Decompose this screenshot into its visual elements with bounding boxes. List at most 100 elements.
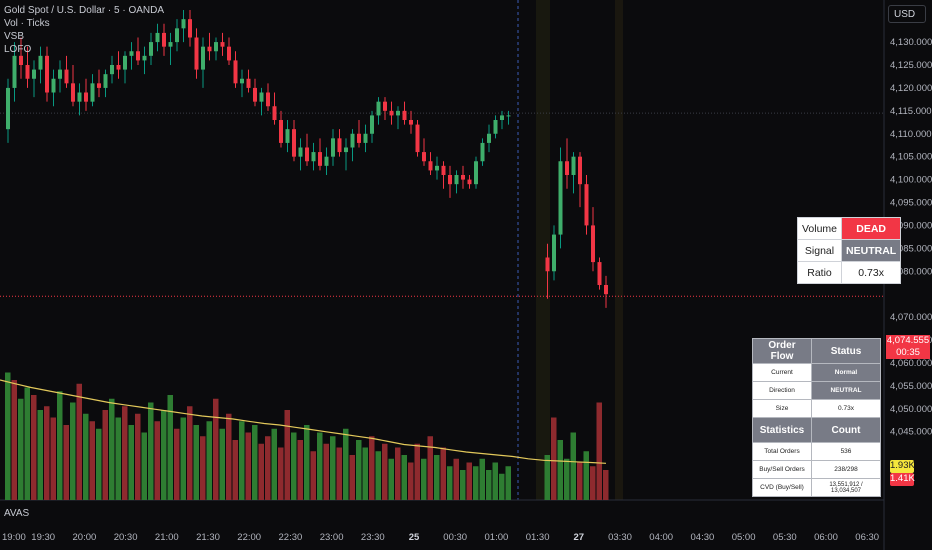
volume-bar [187,406,193,500]
row-label: Total Orders [752,442,812,461]
statistics-row: Buy/Sell Orders 238/298 [752,460,881,479]
volume-bar [414,443,420,500]
order-flow-row: Size 0.73x [752,399,881,418]
candle [448,165,452,198]
volume-bar [200,436,206,500]
price-tick-label: 4,130.000 [890,37,932,48]
candle [370,110,374,143]
volume-bar [18,398,24,500]
volume-bar [440,447,446,500]
candle [402,101,407,125]
candle [454,170,459,194]
candle [422,138,426,166]
volume-bar [226,413,232,500]
symbol-title[interactable]: Gold Spot / U.S. Dollar · 5 · OANDA [4,5,165,16]
current-price-tag: 4,074.555 00:35 [886,335,930,359]
candle [19,37,23,79]
candle [292,120,296,162]
volume-bar [590,466,596,500]
price-tick-label: 4,085.000 [890,243,932,254]
volume-pane-label[interactable]: AVAS [4,508,30,519]
candle [493,115,498,139]
volume-bar [603,470,609,500]
row-value: 13,551,912 / 13,034,507 [811,478,881,497]
volume-bar [460,470,466,500]
row-value: 238/298 [811,460,881,479]
candle [565,138,569,189]
volume-bar [76,383,82,500]
candle [64,55,69,88]
volume-bar [479,458,485,500]
indicator-vol-ticks[interactable]: Vol · Ticks [4,18,50,29]
price-tick-label: 4,045.000 [890,427,932,438]
order-flow-header-cell: Order Flow [752,338,812,364]
time-tick-label: 05:30 [773,532,797,543]
time-tick-label: 06:30 [855,532,879,543]
candle [97,69,101,98]
row-value: NEUTRAL [811,381,881,400]
time-tick-label: 04:00 [649,532,673,543]
candle [84,78,88,111]
candle [506,110,511,125]
candle [558,147,563,249]
volume-bar [323,443,329,500]
currency-button[interactable]: USD [888,5,926,23]
time-axis[interactable]: 19:00 19:30 20:00 20:30 21:00 21:30 22:00 22:30… [2,532,879,543]
volume-bar [265,436,271,500]
candle [389,101,394,125]
candle [240,69,244,98]
price-axis[interactable]: 4,130.000 4,125.000 4,120.000 4,115.000 4,11… [890,37,932,438]
time-tick-label: 20:30 [114,532,138,543]
volume-bar [258,443,264,500]
candle [357,120,361,148]
row-label: CVD (Buy/Sell) [752,478,812,497]
volume-moving-average [0,379,607,464]
indicator-vsb[interactable]: VSB [4,31,25,42]
time-tick-label: 19:00 [2,532,26,543]
session-highlights [536,0,623,500]
order-flow-header: Order Flow Status [752,338,881,364]
price-tick-label: 4,080.000 [890,266,932,277]
time-tick-label: 06:00 [814,532,838,543]
price-tick-label: 4,090.000 [890,220,932,231]
volume-bar [11,380,17,500]
volume-bar [180,417,186,500]
time-tick-label: 04:30 [691,532,715,543]
candle [32,60,36,98]
volume-bar [473,466,479,500]
volume-bar [421,458,427,500]
volume-bar [369,436,375,500]
volume-ma-line [0,379,607,464]
candle [487,124,491,153]
signal-row-ratio: Ratio 0.73x [796,261,902,284]
volume-bar [557,440,563,500]
candle [435,156,439,180]
time-tick-label: 00:30 [443,532,467,543]
candle [298,138,303,171]
volume-bar [213,398,219,500]
indicator-lofo[interactable]: LOFO [4,44,32,55]
row-label: Buy/Sell Orders [752,460,812,479]
candle [155,23,160,52]
volume-bar [135,413,141,500]
candle [350,129,355,162]
candle [58,60,62,93]
volume-bar [37,410,43,500]
volume-bar [252,425,258,500]
current-price-value: 4,074.555 [886,335,930,346]
candle [214,37,218,61]
signal-row-volume: Volume DEAD [796,217,902,240]
volume-bar [356,440,362,500]
candle [90,74,95,107]
highlight-column [615,0,623,500]
volume-bar [408,462,414,500]
price-tick-label: 4,115.000 [890,106,932,117]
time-tick-label: 01:30 [526,532,550,543]
signal-status-badge: NEUTRAL [841,239,902,262]
volume-bar [375,451,381,500]
candle [110,55,114,84]
candle [285,120,290,153]
candle [272,92,277,125]
candle [142,46,147,75]
